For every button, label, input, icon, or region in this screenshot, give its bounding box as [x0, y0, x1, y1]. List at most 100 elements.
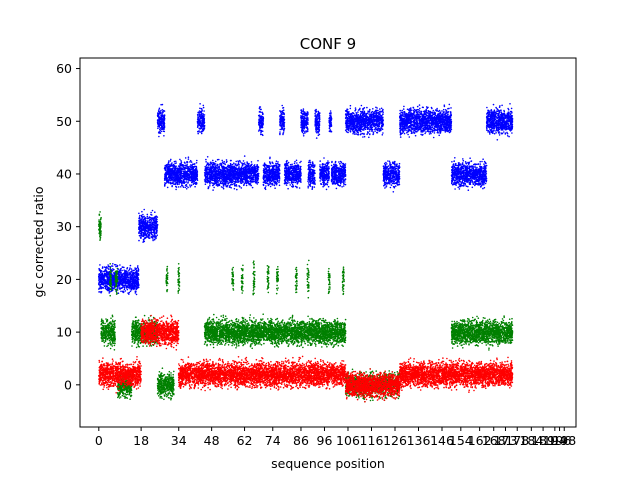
data-point	[258, 182, 260, 184]
data-point	[208, 169, 210, 171]
data-point	[136, 294, 138, 296]
data-point	[98, 281, 100, 283]
data-point	[202, 128, 204, 130]
data-point	[274, 185, 276, 187]
data-point	[196, 171, 198, 173]
data-point	[174, 174, 176, 176]
data-point	[121, 276, 123, 278]
data-point	[241, 182, 243, 184]
data-point	[137, 268, 139, 270]
data-point	[131, 283, 133, 285]
data-point	[159, 129, 161, 131]
data-point	[161, 123, 163, 125]
data-point	[188, 158, 190, 160]
data-point	[142, 232, 144, 234]
data-point	[180, 186, 182, 188]
data-point	[170, 178, 172, 180]
data-point	[215, 163, 217, 165]
data-point	[243, 183, 245, 185]
data-point	[201, 125, 203, 127]
data-point	[259, 118, 261, 120]
data-point	[188, 171, 190, 173]
data-point	[187, 181, 189, 183]
data-point	[246, 168, 248, 170]
data-point	[133, 289, 135, 291]
data-point	[279, 180, 281, 182]
data-point	[170, 159, 172, 161]
data-point	[205, 172, 207, 174]
data-point	[257, 160, 259, 162]
data-point	[233, 162, 235, 164]
data-point	[240, 180, 242, 182]
data-point	[212, 183, 214, 185]
data-point	[264, 172, 266, 174]
data-point	[188, 156, 190, 158]
data-point	[180, 163, 182, 165]
data-point	[199, 103, 201, 105]
data-point	[168, 180, 170, 182]
data-point	[185, 179, 187, 181]
data-point	[159, 113, 161, 115]
data-point	[274, 182, 276, 184]
data-point	[119, 264, 121, 266]
data-point	[243, 167, 245, 169]
data-point	[136, 281, 138, 283]
data-point	[283, 132, 285, 134]
data-point	[186, 165, 188, 167]
data-point	[131, 275, 133, 277]
data-point	[178, 176, 180, 178]
data-point	[165, 183, 167, 185]
data-point	[141, 229, 143, 231]
data-point	[218, 180, 220, 182]
data-point	[195, 166, 197, 168]
data-point	[266, 173, 268, 175]
data-point	[112, 265, 114, 267]
data-point	[148, 217, 150, 219]
data-point	[278, 176, 280, 178]
data-point	[184, 170, 186, 172]
data-point	[145, 234, 147, 236]
data-point	[278, 174, 280, 176]
data-point	[156, 227, 158, 229]
data-point	[164, 177, 166, 179]
data-point	[130, 265, 132, 267]
data-point	[281, 105, 283, 107]
data-point	[155, 225, 157, 227]
data-point	[216, 176, 218, 178]
data-point	[229, 170, 231, 172]
data-point	[200, 128, 202, 130]
data-point	[180, 175, 182, 177]
data-point	[147, 225, 149, 227]
data-point	[171, 162, 173, 164]
data-point	[135, 288, 137, 290]
data-point	[157, 224, 159, 226]
data-point	[207, 173, 209, 175]
data-point	[203, 130, 205, 132]
data-point	[246, 181, 248, 183]
data-point	[188, 178, 190, 180]
chart-title: CONF 9	[300, 35, 356, 53]
data-point	[176, 178, 178, 180]
data-point	[168, 166, 170, 168]
data-point	[205, 175, 207, 177]
data-point	[260, 131, 262, 133]
data-point	[129, 286, 131, 288]
data-point	[129, 269, 131, 271]
data-point	[117, 287, 119, 289]
data-point	[264, 164, 266, 166]
data-point	[203, 105, 205, 107]
data-point	[262, 130, 264, 132]
data-point	[172, 167, 174, 169]
data-point	[143, 209, 145, 211]
data-point	[193, 178, 195, 180]
data-point	[207, 156, 209, 158]
data-point	[272, 169, 274, 171]
data-point	[153, 220, 155, 222]
data-point	[124, 289, 126, 291]
data-point	[276, 167, 278, 169]
data-point	[269, 161, 271, 163]
data-point	[178, 186, 180, 188]
data-point	[270, 179, 272, 181]
data-point	[214, 182, 216, 184]
data-point	[122, 290, 124, 292]
